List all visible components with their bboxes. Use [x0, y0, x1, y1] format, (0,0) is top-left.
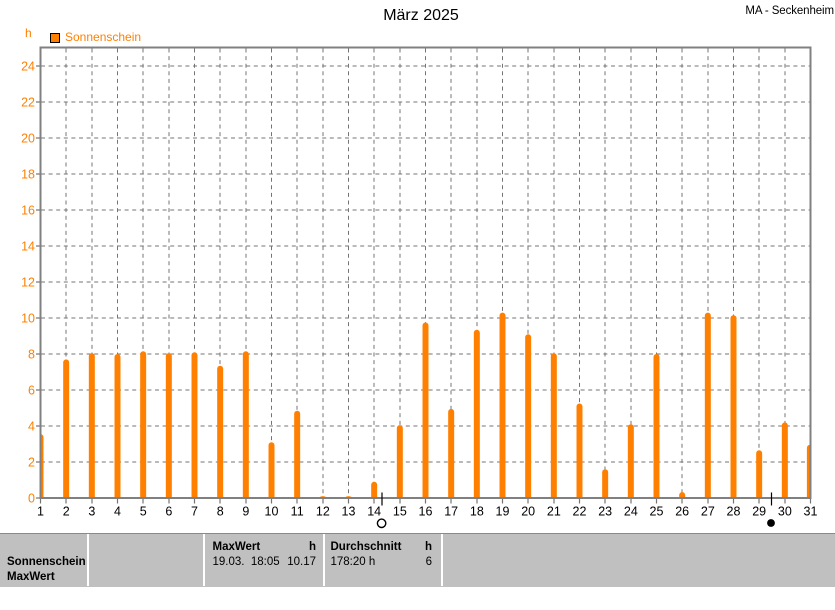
svg-text:26: 26	[675, 505, 689, 519]
svg-text:19: 19	[496, 505, 510, 519]
svg-text:17: 17	[444, 505, 458, 519]
svg-text:0: 0	[28, 492, 35, 506]
svg-text:16: 16	[419, 505, 433, 519]
svg-text:8: 8	[217, 505, 224, 519]
svg-text:22: 22	[573, 505, 587, 519]
svg-text:7: 7	[191, 505, 198, 519]
svg-text:15: 15	[393, 505, 407, 519]
svg-text:13: 13	[342, 505, 356, 519]
svg-text:2: 2	[28, 456, 35, 470]
svg-text:27: 27	[701, 505, 715, 519]
svg-text:10: 10	[265, 505, 279, 519]
svg-text:18: 18	[21, 168, 35, 182]
svg-text:6: 6	[165, 505, 172, 519]
svg-text:24: 24	[624, 505, 638, 519]
svg-text:31: 31	[804, 505, 818, 519]
svg-text:12: 12	[316, 505, 330, 519]
svg-text:4: 4	[28, 420, 35, 434]
svg-text:20: 20	[21, 132, 35, 146]
svg-text:22: 22	[21, 96, 35, 110]
svg-text:3: 3	[88, 505, 95, 519]
svg-text:9: 9	[242, 505, 249, 519]
svg-text:11: 11	[291, 505, 304, 519]
svg-text:18: 18	[470, 505, 484, 519]
svg-text:28: 28	[727, 505, 741, 519]
svg-text:10: 10	[21, 312, 35, 326]
svg-text:8: 8	[28, 348, 35, 362]
svg-text:29: 29	[752, 505, 766, 519]
svg-text:16: 16	[21, 204, 35, 218]
svg-text:4: 4	[114, 505, 121, 519]
svg-text:25: 25	[650, 505, 664, 519]
svg-text:14: 14	[367, 505, 381, 519]
svg-text:23: 23	[598, 505, 612, 519]
svg-text:21: 21	[547, 505, 561, 519]
svg-text:12: 12	[21, 276, 35, 290]
svg-text:6: 6	[28, 384, 35, 398]
svg-text:5: 5	[140, 505, 147, 519]
svg-text:2: 2	[63, 505, 70, 519]
svg-text:1: 1	[37, 505, 44, 519]
svg-text:30: 30	[778, 505, 792, 519]
svg-text:14: 14	[21, 240, 35, 254]
svg-text:20: 20	[521, 505, 535, 519]
svg-text:24: 24	[21, 60, 35, 74]
